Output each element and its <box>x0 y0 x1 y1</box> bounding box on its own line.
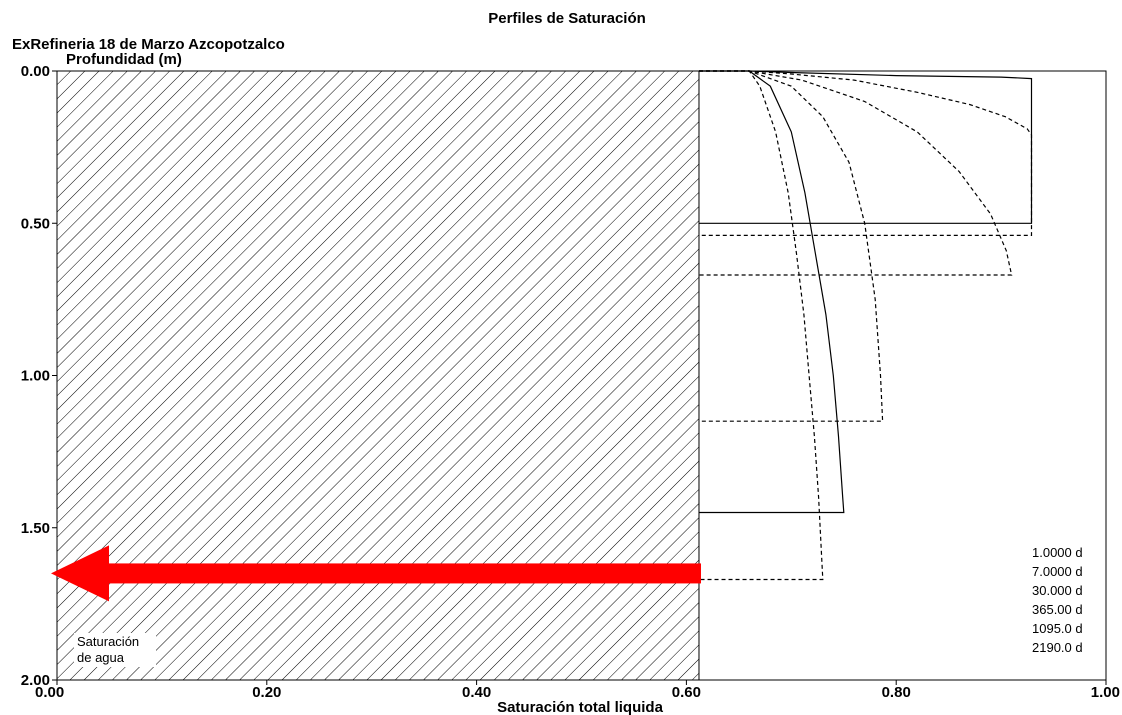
y-tick-label: 1.00 <box>21 368 50 385</box>
y-tick-label: 0.50 <box>21 215 50 232</box>
y-tick-label: 0.00 <box>21 63 50 80</box>
chart-subtitle: ExRefineria 18 de Marzo Azcopotzalco <box>12 36 285 53</box>
red-arrow-head <box>51 545 109 602</box>
x-tick-label: 0.60 <box>672 684 701 701</box>
legend-entry: 2190.0 d <box>1032 640 1083 655</box>
y-tick-label: 1.50 <box>21 520 50 537</box>
red-arrow-shaft <box>107 563 701 584</box>
series-line-2 <box>699 70 1033 236</box>
x-tick-label: 0.20 <box>252 684 281 701</box>
series-line-5 <box>699 70 845 514</box>
series-line-4 <box>699 70 884 422</box>
series-line-3 <box>699 70 1013 276</box>
x-tick-label: 1.00 <box>1091 684 1120 701</box>
series-line-6 <box>699 70 824 581</box>
chart-title: Perfiles de Saturación <box>488 10 646 27</box>
x-tick-label: 0.40 <box>462 684 491 701</box>
water-saturation-region <box>56 70 700 681</box>
shaded-region-label: Saturación de agua <box>77 634 139 665</box>
legend: 1.0000 d 7.0000 d 30.000 d 365.00 d 1095.0 d… <box>1032 545 1083 655</box>
ticks-layer: 0.00 0.20 0.40 0.60 0.80 1.00 0.00 0.50 1.00 1.50… <box>21 63 1120 701</box>
series-layer <box>699 70 1033 581</box>
x-tick-label: 0.00 <box>35 684 64 701</box>
x-axis-title: Saturación total liquida <box>497 699 664 715</box>
legend-entry: 30.000 d <box>1032 583 1083 598</box>
legend-entry: 365.00 d <box>1032 602 1083 617</box>
legend-entry: 7.0000 d <box>1032 564 1083 579</box>
x-tick-label: 0.80 <box>882 684 911 701</box>
legend-entry: 1.0000 d <box>1032 545 1083 560</box>
series-line-1 <box>699 70 1033 224</box>
y-tick-label: 2.00 <box>21 672 50 689</box>
legend-entry: 1095.0 d <box>1032 621 1083 636</box>
shaded-region-label-bg <box>74 633 156 667</box>
y-axis-title: Profundidad (m) <box>66 51 182 68</box>
